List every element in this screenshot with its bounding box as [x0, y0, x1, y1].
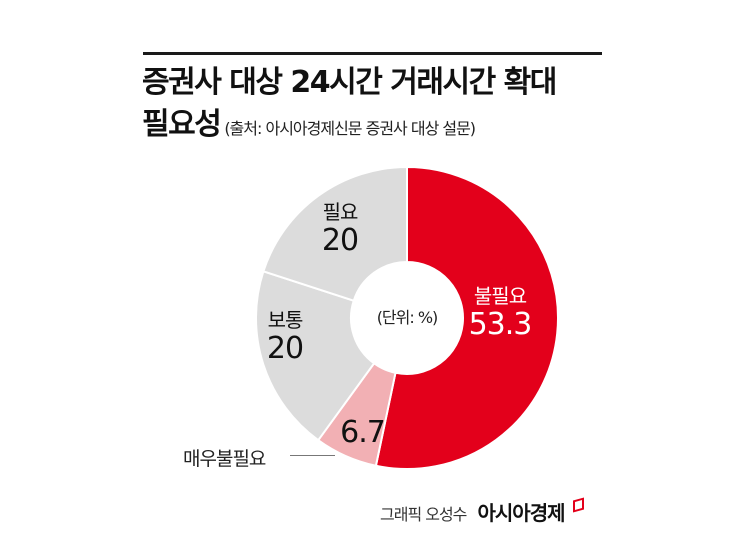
slice-label-need: 필요 20: [305, 200, 375, 258]
slice-label-very-unnecessary: 6.7: [335, 416, 390, 450]
unit-label: (단위: %): [376, 308, 439, 327]
graphic-credit: 그래픽 오성수: [380, 505, 467, 524]
slice-name: 필요: [322, 200, 359, 224]
callout-leader-line: [290, 455, 335, 456]
chart-title: 증권사 대상 24시간 거래시간 확대 필요성 (출처: 아시아경제신문 증권사 …: [142, 62, 612, 150]
title-line-2: 필요성 (출처: 아시아경제신문 증권사 대상 설문): [142, 104, 612, 150]
slice-label-unnecessary: 불필요 53.3: [455, 284, 545, 342]
title-rule: [143, 52, 602, 55]
source-note: (출처: 아시아경제신문 증권사 대상 설문): [224, 119, 476, 138]
footer: 그래픽 오성수 아시아경제: [380, 497, 584, 526]
donut-slice-0: [374, 165, 559, 470]
slice-name: 불필요: [473, 284, 527, 308]
slice-value: 6.7: [340, 415, 386, 450]
brand-mark-icon: [572, 497, 584, 513]
title-line-2-text: 필요성: [142, 107, 222, 142]
title-line-1: 증권사 대상 24시간 거래시간 확대: [142, 65, 557, 100]
slice-value: 20: [266, 331, 304, 366]
donut-slice-3: [262, 165, 408, 302]
slice-value: 20: [321, 223, 359, 258]
donut-slice-2: [255, 270, 376, 442]
callout-very-unnecessary: 매우불필요: [183, 448, 266, 470]
slice-label-neutral: 보통 20: [250, 308, 320, 366]
slice-value: 53.3: [468, 307, 533, 342]
slice-name: 보통: [267, 308, 304, 332]
brand-logo-text: 아시아경제: [477, 501, 566, 525]
